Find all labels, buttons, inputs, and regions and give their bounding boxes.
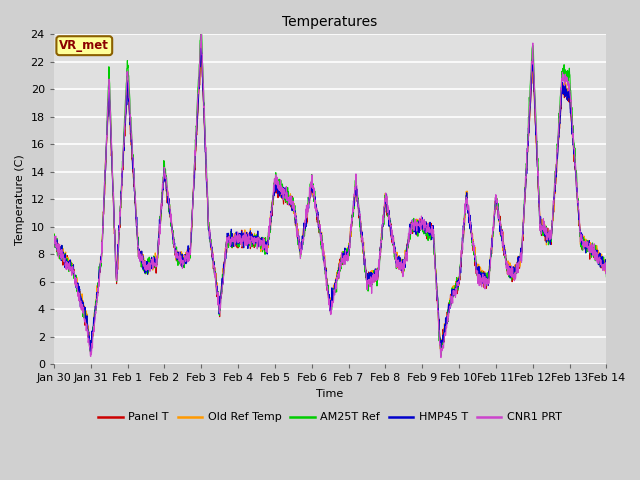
X-axis label: Time: Time <box>316 389 344 399</box>
HMP45 T <box>87 349 95 355</box>
HMP45 T <box>197 46 205 51</box>
Old Ref Temp <box>438 347 445 353</box>
Panel T <box>486 273 493 279</box>
CNR1 PRT <box>602 265 610 271</box>
Line: CNR1 PRT: CNR1 PRT <box>54 35 606 358</box>
HMP45 T <box>305 201 312 207</box>
AM25T Ref <box>78 301 86 307</box>
Title: Temperatures: Temperatures <box>282 15 378 29</box>
AM25T Ref <box>438 352 445 358</box>
Line: Panel T: Panel T <box>54 53 606 355</box>
CNR1 PRT <box>304 204 312 210</box>
Panel T <box>197 50 205 56</box>
AM25T Ref <box>486 264 493 269</box>
AM25T Ref <box>50 237 58 243</box>
AM25T Ref <box>602 274 610 280</box>
Old Ref Temp <box>587 246 595 252</box>
AM25T Ref <box>196 32 204 37</box>
Old Ref Temp <box>50 237 58 243</box>
Panel T <box>319 245 326 251</box>
CNR1 PRT <box>437 355 445 360</box>
Panel T <box>602 261 610 267</box>
Old Ref Temp <box>486 263 493 268</box>
Old Ref Temp <box>319 245 326 251</box>
AM25T Ref <box>319 241 326 247</box>
HMP45 T <box>78 301 86 307</box>
CNR1 PRT <box>78 305 86 311</box>
CNR1 PRT <box>50 244 58 250</box>
CNR1 PRT <box>197 32 205 37</box>
Panel T <box>587 242 595 248</box>
AM25T Ref <box>304 194 312 200</box>
HMP45 T <box>50 241 58 247</box>
AM25T Ref <box>587 247 595 253</box>
HMP45 T <box>587 246 595 252</box>
HMP45 T <box>602 267 610 273</box>
Line: HMP45 T: HMP45 T <box>54 48 606 352</box>
Old Ref Temp <box>602 268 610 274</box>
HMP45 T <box>486 266 493 272</box>
Old Ref Temp <box>587 242 595 248</box>
CNR1 PRT <box>319 252 326 258</box>
CNR1 PRT <box>486 269 493 275</box>
Legend: Panel T, Old Ref Temp, AM25T Ref, HMP45 T, CNR1 PRT: Panel T, Old Ref Temp, AM25T Ref, HMP45 … <box>94 408 566 427</box>
Line: AM25T Ref: AM25T Ref <box>54 35 606 355</box>
Panel T <box>304 201 312 206</box>
HMP45 T <box>587 244 595 250</box>
CNR1 PRT <box>587 245 595 251</box>
Panel T <box>438 352 445 358</box>
HMP45 T <box>319 242 327 248</box>
Panel T <box>78 303 86 309</box>
Old Ref Temp <box>304 203 312 209</box>
Old Ref Temp <box>78 291 86 297</box>
AM25T Ref <box>587 249 595 255</box>
Panel T <box>587 251 595 256</box>
CNR1 PRT <box>587 248 595 254</box>
Panel T <box>50 241 58 247</box>
Text: VR_met: VR_met <box>60 39 109 52</box>
Old Ref Temp <box>197 43 205 48</box>
Line: Old Ref Temp: Old Ref Temp <box>54 46 606 350</box>
Y-axis label: Temperature (C): Temperature (C) <box>15 154 25 245</box>
